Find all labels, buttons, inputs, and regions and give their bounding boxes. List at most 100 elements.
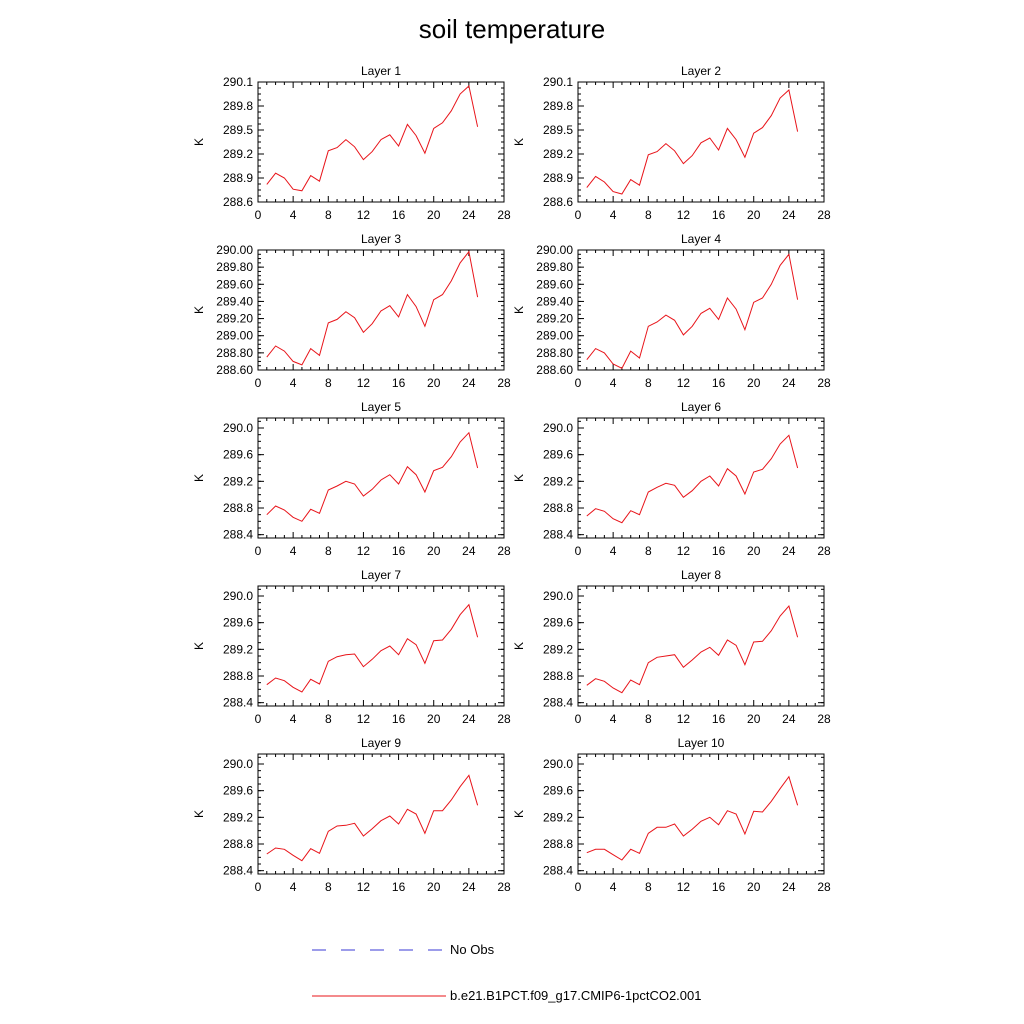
panel-title: Layer 2 — [681, 64, 721, 78]
panel-1: Layer 1 K 0 4 8 12 16 20 24 28 288.6 288.9 289.2 289.… — [192, 64, 511, 222]
x-tick-label: 16 — [392, 544, 406, 558]
x-tick-label: 8 — [325, 376, 332, 390]
series-line-model — [266, 85, 479, 192]
x-tick-label: 24 — [462, 880, 476, 894]
x-tick-label: 4 — [610, 208, 617, 222]
y-tick-label: 289.5 — [543, 123, 573, 137]
panel-title: Layer 4 — [681, 232, 721, 246]
y-tick-label: 289.2 — [543, 810, 573, 824]
y-axis-label: K — [512, 810, 526, 818]
y-tick-label: 288.8 — [543, 501, 573, 515]
y-axis-label: K — [192, 810, 206, 818]
x-tick-label: 8 — [645, 880, 652, 894]
series-line-model — [586, 604, 799, 694]
x-tick-label: 20 — [427, 376, 441, 390]
y-tick-label: 289.6 — [543, 616, 573, 630]
y-tick-label: 289.6 — [223, 784, 253, 798]
x-tick-label: 8 — [645, 712, 652, 726]
y-tick-label: 288.4 — [223, 864, 253, 878]
plot-frame — [257, 417, 505, 539]
y-axis-label: K — [192, 306, 206, 314]
y-tick-label: 289.2 — [223, 147, 253, 161]
y-tick-label: 288.4 — [223, 528, 253, 542]
panel-4: Layer 4 K 0 4 8 12 16 20 24 28 288.60 288.80 289.00 2… — [512, 232, 831, 390]
x-tick-label: 12 — [357, 376, 371, 390]
x-tick-label: 8 — [645, 544, 652, 558]
x-tick-label: 12 — [677, 208, 691, 222]
x-tick-label: 4 — [610, 376, 617, 390]
x-tick-label: 12 — [677, 544, 691, 558]
y-tick-label: 288.9 — [543, 171, 573, 185]
x-tick-label: 0 — [255, 880, 262, 894]
y-tick-label: 289.2 — [223, 474, 253, 488]
x-tick-label: 20 — [747, 208, 761, 222]
panel-title: Layer 6 — [681, 400, 721, 414]
y-tick-label: 289.6 — [543, 448, 573, 462]
y-tick-label: 288.9 — [223, 171, 253, 185]
y-tick-label: 290.00 — [216, 243, 253, 257]
y-tick-label: 289.60 — [536, 277, 573, 291]
x-tick-label: 4 — [610, 880, 617, 894]
panel-title: Layer 3 — [361, 232, 401, 246]
y-tick-label: 289.8 — [543, 99, 573, 113]
x-tick-label: 20 — [747, 544, 761, 558]
x-tick-label: 28 — [497, 712, 511, 726]
y-tick-label: 289.6 — [223, 616, 253, 630]
x-tick-label: 24 — [462, 208, 476, 222]
x-tick-label: 4 — [290, 544, 297, 558]
x-tick-label: 24 — [462, 376, 476, 390]
x-tick-label: 0 — [255, 712, 262, 726]
x-tick-label: 0 — [575, 544, 582, 558]
x-tick-label: 4 — [290, 376, 297, 390]
x-tick-label: 8 — [325, 544, 332, 558]
y-tick-label: 288.8 — [223, 501, 253, 515]
y-tick-label: 290.0 — [223, 757, 253, 771]
y-tick-label: 288.4 — [223, 696, 253, 710]
x-tick-label: 12 — [677, 712, 691, 726]
x-tick-label: 0 — [255, 376, 262, 390]
y-tick-label: 288.6 — [543, 195, 573, 209]
panel-title: Layer 1 — [361, 64, 401, 78]
x-tick-label: 0 — [255, 544, 262, 558]
y-tick-label: 289.20 — [216, 312, 253, 326]
x-tick-label: 20 — [427, 208, 441, 222]
x-tick-label: 20 — [427, 880, 441, 894]
y-axis-label: K — [512, 306, 526, 314]
y-tick-label: 288.8 — [223, 669, 253, 683]
x-tick-label: 16 — [712, 712, 726, 726]
y-tick-label: 288.8 — [543, 669, 573, 683]
x-tick-label: 24 — [462, 712, 476, 726]
x-tick-label: 12 — [357, 544, 371, 558]
x-tick-label: 24 — [782, 376, 796, 390]
y-tick-label: 288.6 — [223, 195, 253, 209]
panel-3: Layer 3 K 0 4 8 12 16 20 24 28 288.60 288.80 289.00 2… — [192, 232, 511, 390]
x-tick-label: 16 — [392, 712, 406, 726]
y-tick-label: 288.4 — [543, 864, 573, 878]
x-tick-label: 28 — [497, 544, 511, 558]
x-tick-label: 28 — [817, 712, 831, 726]
x-tick-label: 16 — [712, 880, 726, 894]
x-tick-label: 20 — [747, 712, 761, 726]
y-tick-label: 290.0 — [223, 589, 253, 603]
y-tick-label: 289.2 — [543, 147, 573, 161]
x-tick-label: 0 — [575, 208, 582, 222]
x-tick-label: 8 — [325, 880, 332, 894]
panel-title: Layer 9 — [361, 736, 401, 750]
y-tick-label: 290.0 — [223, 421, 253, 435]
y-tick-label: 289.2 — [543, 642, 573, 656]
panel-title: Layer 10 — [678, 736, 725, 750]
x-tick-label: 28 — [817, 376, 831, 390]
y-tick-label: 288.60 — [536, 363, 573, 377]
x-tick-label: 24 — [462, 544, 476, 558]
plot-frame — [577, 81, 825, 203]
series-line-model — [586, 89, 799, 195]
y-tick-label: 288.80 — [216, 346, 253, 360]
y-tick-label: 290.0 — [543, 757, 573, 771]
y-tick-label: 289.8 — [223, 99, 253, 113]
x-tick-label: 12 — [357, 880, 371, 894]
x-tick-label: 24 — [782, 544, 796, 558]
series-line-model — [586, 253, 799, 369]
y-tick-label: 289.80 — [536, 260, 573, 274]
y-tick-label: 289.60 — [216, 277, 253, 291]
